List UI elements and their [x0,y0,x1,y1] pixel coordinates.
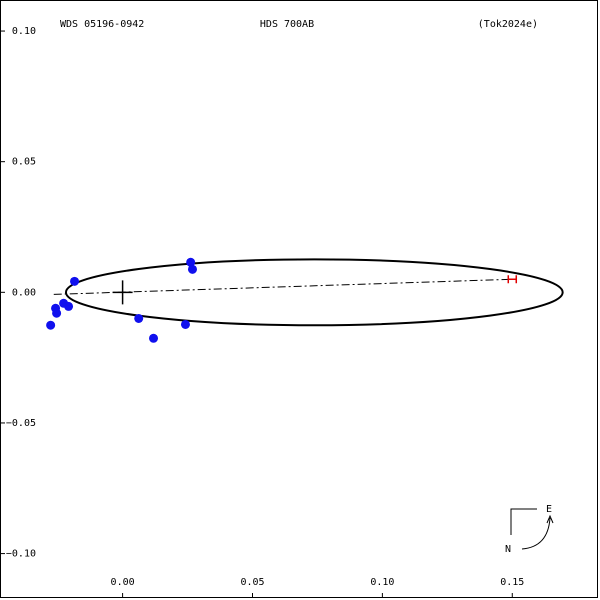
x-tick-label: 0.00 [111,577,135,588]
y-tick-label: 0.05 [12,157,36,168]
y-tick-label: −0.05 [6,418,36,429]
y-tick-label: 0.10 [12,26,36,37]
observation [187,264,197,274]
x-tick-label: 0.15 [500,577,524,588]
x-tick-label: 0.05 [240,577,264,588]
primary-star [112,280,133,305]
observation [70,276,80,286]
y-tick-label: 0.00 [12,287,36,298]
observation [134,313,144,323]
compass: E N [505,504,554,555]
periastron [507,275,518,284]
y-tick-label: −0.10 [6,549,36,560]
observation [180,319,190,329]
observation [149,333,159,343]
x-tick-label: 0.10 [370,577,394,588]
observation [64,301,74,311]
chart-subtitle: HDS 700AB [260,19,314,30]
observation [52,308,62,318]
chart-title: WDS 05196-0942 [60,19,144,30]
compass-north: N [505,544,511,555]
reference: (Tok2024e) [478,19,538,30]
observation [186,257,196,267]
observation [46,320,56,330]
orbit-ellipse [64,258,564,327]
compass-east: E [546,504,552,515]
